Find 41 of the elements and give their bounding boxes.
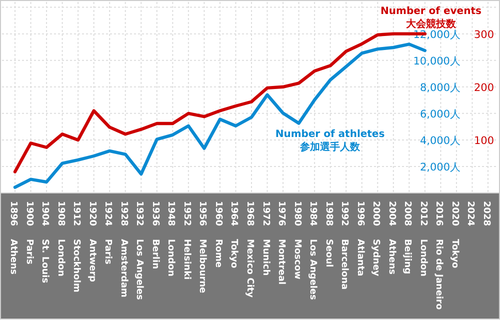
category-label: 1908 London <box>55 201 66 276</box>
y2-tick-label: 200 <box>474 82 494 94</box>
category-label: 1972 Munich <box>260 201 270 276</box>
category-label: 1992 Barcelona <box>339 201 350 290</box>
category-label: 1984 Los Angeles <box>308 201 318 300</box>
category-label: 1964 Tokyo <box>228 201 239 268</box>
category-label: 2004 Athens <box>386 201 396 275</box>
y-tick-label: 6,000人 <box>420 108 461 120</box>
series-label: Number of athletes 参加選手人数 <box>275 129 385 153</box>
category-label: 1948 London <box>166 201 176 276</box>
category-label: 1952 Helsinki <box>181 201 192 280</box>
category-label: 2000 Sydney <box>370 201 381 276</box>
y-tick-label: 10,000人 <box>413 55 461 68</box>
y2-tick-label: 100 <box>474 134 494 147</box>
category-label: 2020 Tokyo <box>449 201 460 268</box>
category-label: 1968 Mexico City <box>244 201 254 298</box>
category-label: 2008 Beijing <box>402 201 412 274</box>
category-label: 1920 Antwerp <box>86 201 97 282</box>
category-label: 1956 Melbourne <box>197 201 208 294</box>
category-label: 1896 Athens <box>8 201 18 275</box>
y-tick-label: 4,000人 <box>420 134 461 147</box>
category-label: 1996 Atlanta <box>354 201 365 276</box>
category-label: 2012 London <box>418 201 428 276</box>
x-tick-label: 2028 <box>481 201 491 226</box>
y2-tick-label: 300 <box>474 28 494 41</box>
category-label: 1904 St. Louis <box>40 201 50 284</box>
x-tick-label: 2024 <box>465 201 476 226</box>
category-label: 1900 Paris <box>24 201 34 264</box>
category-label: 1924 Paris <box>102 201 113 264</box>
y-tick-label: 2,000人 <box>420 161 461 174</box>
category-label: 1976 Montreal <box>276 201 286 285</box>
y-tick-label: 8,000人 <box>420 82 461 94</box>
category-label: 1960 Rome <box>212 201 223 268</box>
category-label: 1936 Berlin <box>150 201 160 269</box>
category-label: 1912 Stockholm <box>71 201 82 292</box>
category-label: 1980 Moscow <box>292 201 302 280</box>
category-label: 2016 Rio de Janeiro <box>434 201 444 310</box>
category-label: 1988 Seoul <box>323 201 334 268</box>
category-label: 1928 Amsterdam <box>118 201 128 298</box>
category-label: 1932 Los Angeles <box>134 201 144 300</box>
series-label: Number of events 大会競技数 <box>380 6 482 30</box>
